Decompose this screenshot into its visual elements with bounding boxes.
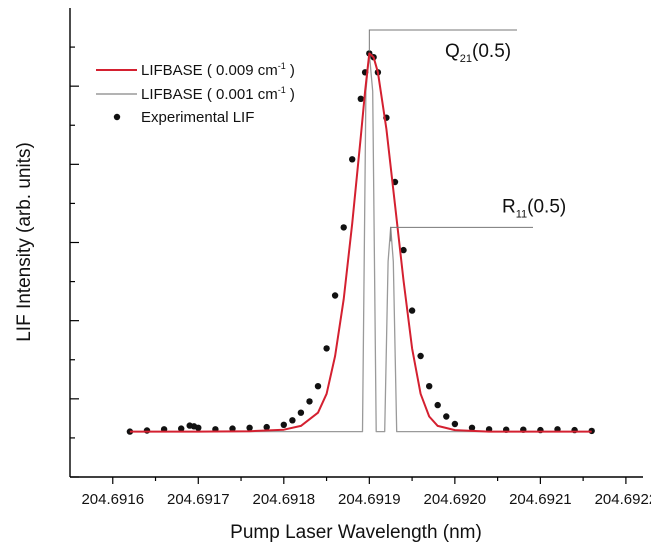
data-point <box>417 352 424 360</box>
data-point <box>229 425 236 432</box>
data-point <box>400 246 407 254</box>
x-axis-title: Pump Laser Wavelength (nm) <box>230 522 482 543</box>
legend-label-lifbase-009: LIFBASE ( 0.009 cm-1 ) <box>141 61 295 79</box>
data-point <box>314 383 322 390</box>
annotations: Q21(0.5) R11(0.5) <box>368 29 566 242</box>
data-point <box>246 424 253 431</box>
series-line-lifbase-009 <box>129 52 592 433</box>
data-point <box>340 224 347 231</box>
legend-label-lifbase-001: LIFBASE ( 0.001 cm-1 ) <box>141 85 295 103</box>
x-tick-label: 204.6919 <box>338 491 401 508</box>
data-point <box>280 421 287 428</box>
data-point <box>434 401 441 409</box>
annotation-q21: Q21(0.5) <box>445 41 511 65</box>
legend-swatch-black-dot <box>113 113 121 121</box>
data-point <box>349 156 356 163</box>
x-tick-label: 204.6920 <box>424 491 487 508</box>
data-point <box>426 383 433 390</box>
data-point <box>443 413 450 420</box>
data-point <box>357 95 364 103</box>
data-point <box>263 423 270 431</box>
series-experimental-points <box>126 50 595 435</box>
legend: LIFBASE ( 0.009 cm-1 ) LIFBASE ( 0.001 c… <box>96 61 295 126</box>
plot-area <box>126 50 595 435</box>
data-point <box>178 425 185 432</box>
x-tick-label: 204.6917 <box>167 491 230 508</box>
annotation-r11: R11(0.5) <box>502 196 566 220</box>
data-point <box>451 420 459 428</box>
x-tick-label: 204.6916 <box>81 491 144 508</box>
data-point <box>143 427 151 434</box>
series-line-lifbase-001 <box>129 52 592 433</box>
y-axis-title: LIF Intensity (arb. units) <box>14 142 35 342</box>
data-point <box>468 424 476 431</box>
x-tick-label: 204.6922 <box>595 491 651 508</box>
legend-label-experimental: Experimental LIF <box>141 109 254 126</box>
data-point <box>306 398 313 405</box>
r11-leader-line <box>390 226 533 242</box>
data-point <box>408 307 416 314</box>
data-point <box>289 417 296 424</box>
q21-leader-line <box>368 29 517 52</box>
y-axis-ticks <box>70 46 79 478</box>
data-point <box>323 345 330 352</box>
data-point <box>297 409 305 416</box>
data-point <box>331 292 339 299</box>
data-point <box>195 424 202 431</box>
x-tick-label: 204.6918 <box>253 491 316 508</box>
x-axis-tick-labels: 204.6916 204.6917 204.6918 204.6919 204.6920… <box>81 491 651 508</box>
x-tick-label: 204.6921 <box>509 491 572 508</box>
x-axis-ticks <box>112 477 627 484</box>
